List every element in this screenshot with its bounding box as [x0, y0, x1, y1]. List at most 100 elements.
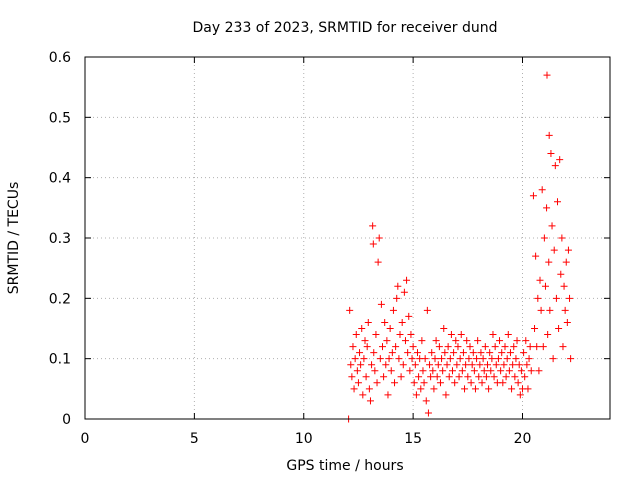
data-point [417, 385, 425, 393]
chart-title: Day 233 of 2023, SRMTID for receiver dun… [193, 20, 498, 36]
data-point [502, 373, 510, 381]
data-point [536, 276, 544, 284]
x-axis-label: GPS time / hours [286, 458, 403, 474]
data-point [506, 349, 514, 357]
y-tick-label: 0.1 [49, 352, 71, 368]
data-point [410, 379, 418, 387]
data-point [556, 156, 564, 164]
data-point [408, 355, 416, 363]
data-point [395, 355, 403, 363]
data-point [397, 373, 405, 381]
data-point [403, 276, 411, 284]
data-point [554, 198, 561, 206]
data-point [427, 373, 435, 381]
data-point [432, 337, 440, 345]
data-point [498, 349, 506, 357]
data-point [532, 252, 540, 260]
data-point [383, 337, 391, 345]
data-point [436, 379, 444, 387]
data-point [372, 331, 380, 339]
data-point [479, 355, 487, 363]
y-tick-label: 0.4 [49, 171, 71, 187]
data-point [412, 391, 420, 399]
data-point [531, 325, 539, 332]
data-point [365, 385, 373, 393]
data-point [406, 367, 414, 375]
data-point [350, 385, 358, 393]
data-point [510, 343, 518, 351]
y-tick-label: 0.3 [49, 231, 71, 247]
data-point [545, 258, 553, 266]
data-point [494, 355, 502, 363]
data-point [503, 355, 511, 363]
data-point [474, 337, 482, 345]
data-point [462, 361, 470, 369]
data-point [534, 294, 542, 302]
data-point [352, 331, 360, 339]
data-point [392, 343, 400, 351]
data-point [361, 337, 369, 345]
data-point [375, 234, 383, 242]
data-point [379, 343, 386, 351]
data-point [404, 349, 412, 357]
data-point [485, 385, 493, 393]
data-point [464, 373, 472, 381]
data-point [475, 373, 483, 381]
data-point [358, 325, 366, 332]
data-point [396, 331, 404, 339]
data-point [456, 355, 464, 363]
data-point [521, 373, 529, 381]
data-point [351, 355, 359, 363]
data-point [421, 355, 429, 363]
data-point [400, 288, 408, 296]
x-tick-label: 0 [81, 431, 90, 447]
data-point [422, 397, 430, 405]
data-point [363, 343, 371, 351]
data-point [548, 222, 556, 230]
data-point [512, 355, 520, 363]
data-point [545, 131, 553, 139]
data-point [481, 343, 489, 351]
data-point [414, 349, 421, 357]
y-tick-label: 0 [62, 412, 71, 428]
data-point [376, 355, 384, 363]
y-tick-label: 0.2 [49, 291, 71, 307]
grid-lines [85, 56, 610, 419]
data-point [492, 361, 500, 369]
data-point [504, 331, 512, 339]
data-point [424, 409, 432, 417]
data-point [540, 234, 548, 242]
data-point [371, 367, 379, 375]
data-point [515, 361, 523, 369]
data-point [461, 385, 469, 393]
x-tick-label: 10 [295, 431, 313, 447]
data-point [549, 355, 557, 363]
data-point [369, 240, 377, 248]
data-point [555, 325, 563, 332]
data-point [415, 373, 423, 381]
data-point [389, 306, 397, 314]
data-point [429, 367, 437, 375]
data-points [345, 71, 575, 423]
data-point [497, 367, 505, 375]
y-tick-label: 0.5 [49, 110, 71, 126]
x-tick-label: 15 [404, 431, 422, 447]
data-point [496, 337, 504, 345]
data-point [454, 343, 462, 351]
data-point [520, 349, 528, 357]
x-tick-label: 20 [514, 431, 532, 447]
data-point [457, 331, 465, 339]
data-point [558, 234, 566, 242]
data-point [353, 367, 361, 375]
data-point [547, 150, 555, 158]
data-point [537, 306, 545, 314]
data-point [349, 343, 357, 351]
data-point [529, 192, 537, 200]
data-point [508, 385, 516, 393]
data-point [559, 343, 567, 351]
data-point [546, 306, 554, 314]
data-point [480, 367, 488, 375]
data-point [431, 355, 439, 363]
data-point [466, 343, 474, 351]
data-point [469, 349, 477, 357]
